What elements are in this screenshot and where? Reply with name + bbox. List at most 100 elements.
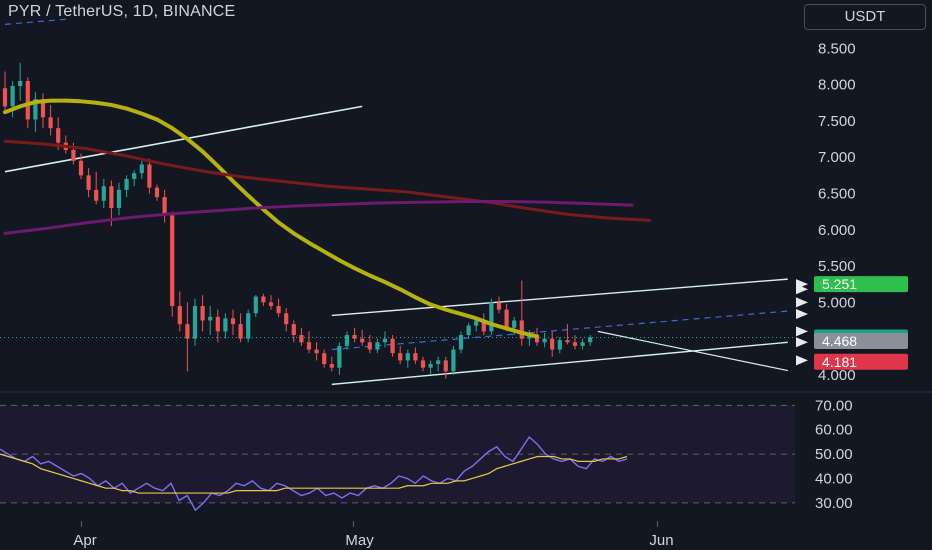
candle[interactable]	[329, 356, 334, 372]
candle[interactable]	[94, 171, 99, 205]
price-badge-label: 5.251	[822, 276, 857, 292]
alert-marker-icon[interactable]	[796, 337, 808, 348]
candle[interactable]	[200, 295, 205, 332]
price-badge-bg	[814, 353, 908, 370]
price-badge[interactable]: 4.181	[814, 353, 908, 370]
currency-button[interactable]: USDT	[804, 4, 926, 30]
candle[interactable]	[542, 332, 547, 348]
candle[interactable]	[215, 309, 220, 343]
candle[interactable]	[253, 295, 258, 317]
candle[interactable]	[162, 189, 167, 223]
candle[interactable]	[18, 62, 23, 101]
candle[interactable]	[337, 342, 342, 375]
alert-marker-icon[interactable]	[796, 355, 808, 366]
candle[interactable]	[481, 313, 486, 336]
candle-body	[208, 316, 213, 321]
candle[interactable]	[367, 335, 372, 354]
candle[interactable]	[78, 153, 84, 179]
time-axis[interactable]: Apr May Jun	[73, 521, 674, 549]
candle[interactable]	[580, 338, 585, 350]
candle[interactable]	[443, 356, 448, 379]
candle[interactable]	[322, 349, 327, 368]
candle[interactable]	[382, 331, 388, 348]
candle[interactable]	[451, 345, 456, 375]
candle[interactable]	[557, 337, 562, 354]
candle-body	[299, 335, 304, 343]
candle[interactable]	[147, 158, 152, 194]
candle[interactable]	[344, 331, 350, 350]
candle[interactable]	[390, 335, 395, 357]
price-axis[interactable]: 8.500 8.000 7.500 7.000 6.500 6.000 5.500 5.000…	[796, 40, 908, 384]
candle[interactable]	[436, 356, 441, 372]
candle[interactable]	[398, 345, 403, 365]
candle[interactable]	[116, 182, 122, 216]
price-badge[interactable]: 4.468	[814, 332, 908, 349]
candle[interactable]	[86, 168, 91, 198]
candle[interactable]	[458, 331, 464, 354]
candles[interactable]	[2, 62, 593, 379]
candle[interactable]	[284, 308, 289, 332]
candle[interactable]	[306, 331, 312, 354]
candle[interactable]	[238, 313, 243, 343]
alert-marker-icon[interactable]	[796, 284, 808, 295]
candle[interactable]	[489, 298, 494, 336]
candle[interactable]	[466, 322, 471, 339]
candle-body	[360, 338, 365, 343]
alert-marker-icon[interactable]	[796, 326, 808, 337]
candle[interactable]	[519, 280, 524, 346]
candle[interactable]	[375, 338, 380, 354]
candle[interactable]	[132, 170, 137, 187]
candle[interactable]	[170, 211, 175, 317]
candle[interactable]	[360, 329, 365, 346]
candle[interactable]	[261, 293, 266, 306]
candle[interactable]	[565, 324, 570, 345]
candle-body	[223, 318, 228, 332]
candle[interactable]	[208, 305, 213, 336]
candle[interactable]	[496, 296, 502, 314]
price-tick-label: 5.000	[818, 294, 856, 311]
candle[interactable]	[246, 309, 251, 343]
ma50-line	[3, 98, 539, 339]
candle[interactable]	[405, 349, 410, 368]
candle[interactable]	[299, 327, 304, 346]
candle-body	[10, 86, 15, 107]
candle[interactable]	[413, 347, 418, 365]
candle[interactable]	[48, 104, 53, 136]
candle[interactable]	[276, 298, 281, 317]
candle[interactable]	[101, 178, 106, 208]
candle[interactable]	[2, 71, 8, 113]
candle[interactable]	[420, 356, 426, 372]
candle[interactable]	[230, 309, 236, 336]
price-badge[interactable]: 5.251	[814, 276, 908, 293]
candle[interactable]	[223, 313, 228, 339]
alert-marker-icon[interactable]	[796, 308, 808, 319]
candle[interactable]	[268, 295, 274, 310]
candle-body	[101, 186, 106, 201]
candle-body	[390, 338, 395, 354]
candle[interactable]	[192, 298, 198, 346]
candle-body	[154, 187, 160, 198]
candle[interactable]	[314, 342, 319, 361]
candle-body	[489, 302, 494, 332]
candle-body	[375, 342, 380, 350]
candle[interactable]	[550, 331, 555, 357]
candle-body	[519, 320, 524, 339]
candle[interactable]	[572, 335, 578, 350]
candle[interactable]	[154, 184, 160, 201]
candle[interactable]	[291, 320, 296, 343]
candle[interactable]	[124, 175, 129, 198]
candle[interactable]	[185, 302, 190, 372]
candle[interactable]	[33, 91, 38, 132]
alert-marker-icon[interactable]	[796, 297, 808, 308]
candle[interactable]	[139, 160, 144, 179]
candle[interactable]	[177, 291, 182, 332]
candle[interactable]	[352, 327, 357, 343]
candle[interactable]	[428, 360, 433, 375]
candle-body	[268, 302, 274, 306]
candle[interactable]	[588, 335, 593, 346]
candle-body	[109, 186, 114, 208]
candle[interactable]	[527, 329, 532, 346]
rsi-pane[interactable]: 70.00 60.00 50.00 40.00 30.00	[0, 397, 853, 512]
candle[interactable]	[40, 93, 46, 129]
